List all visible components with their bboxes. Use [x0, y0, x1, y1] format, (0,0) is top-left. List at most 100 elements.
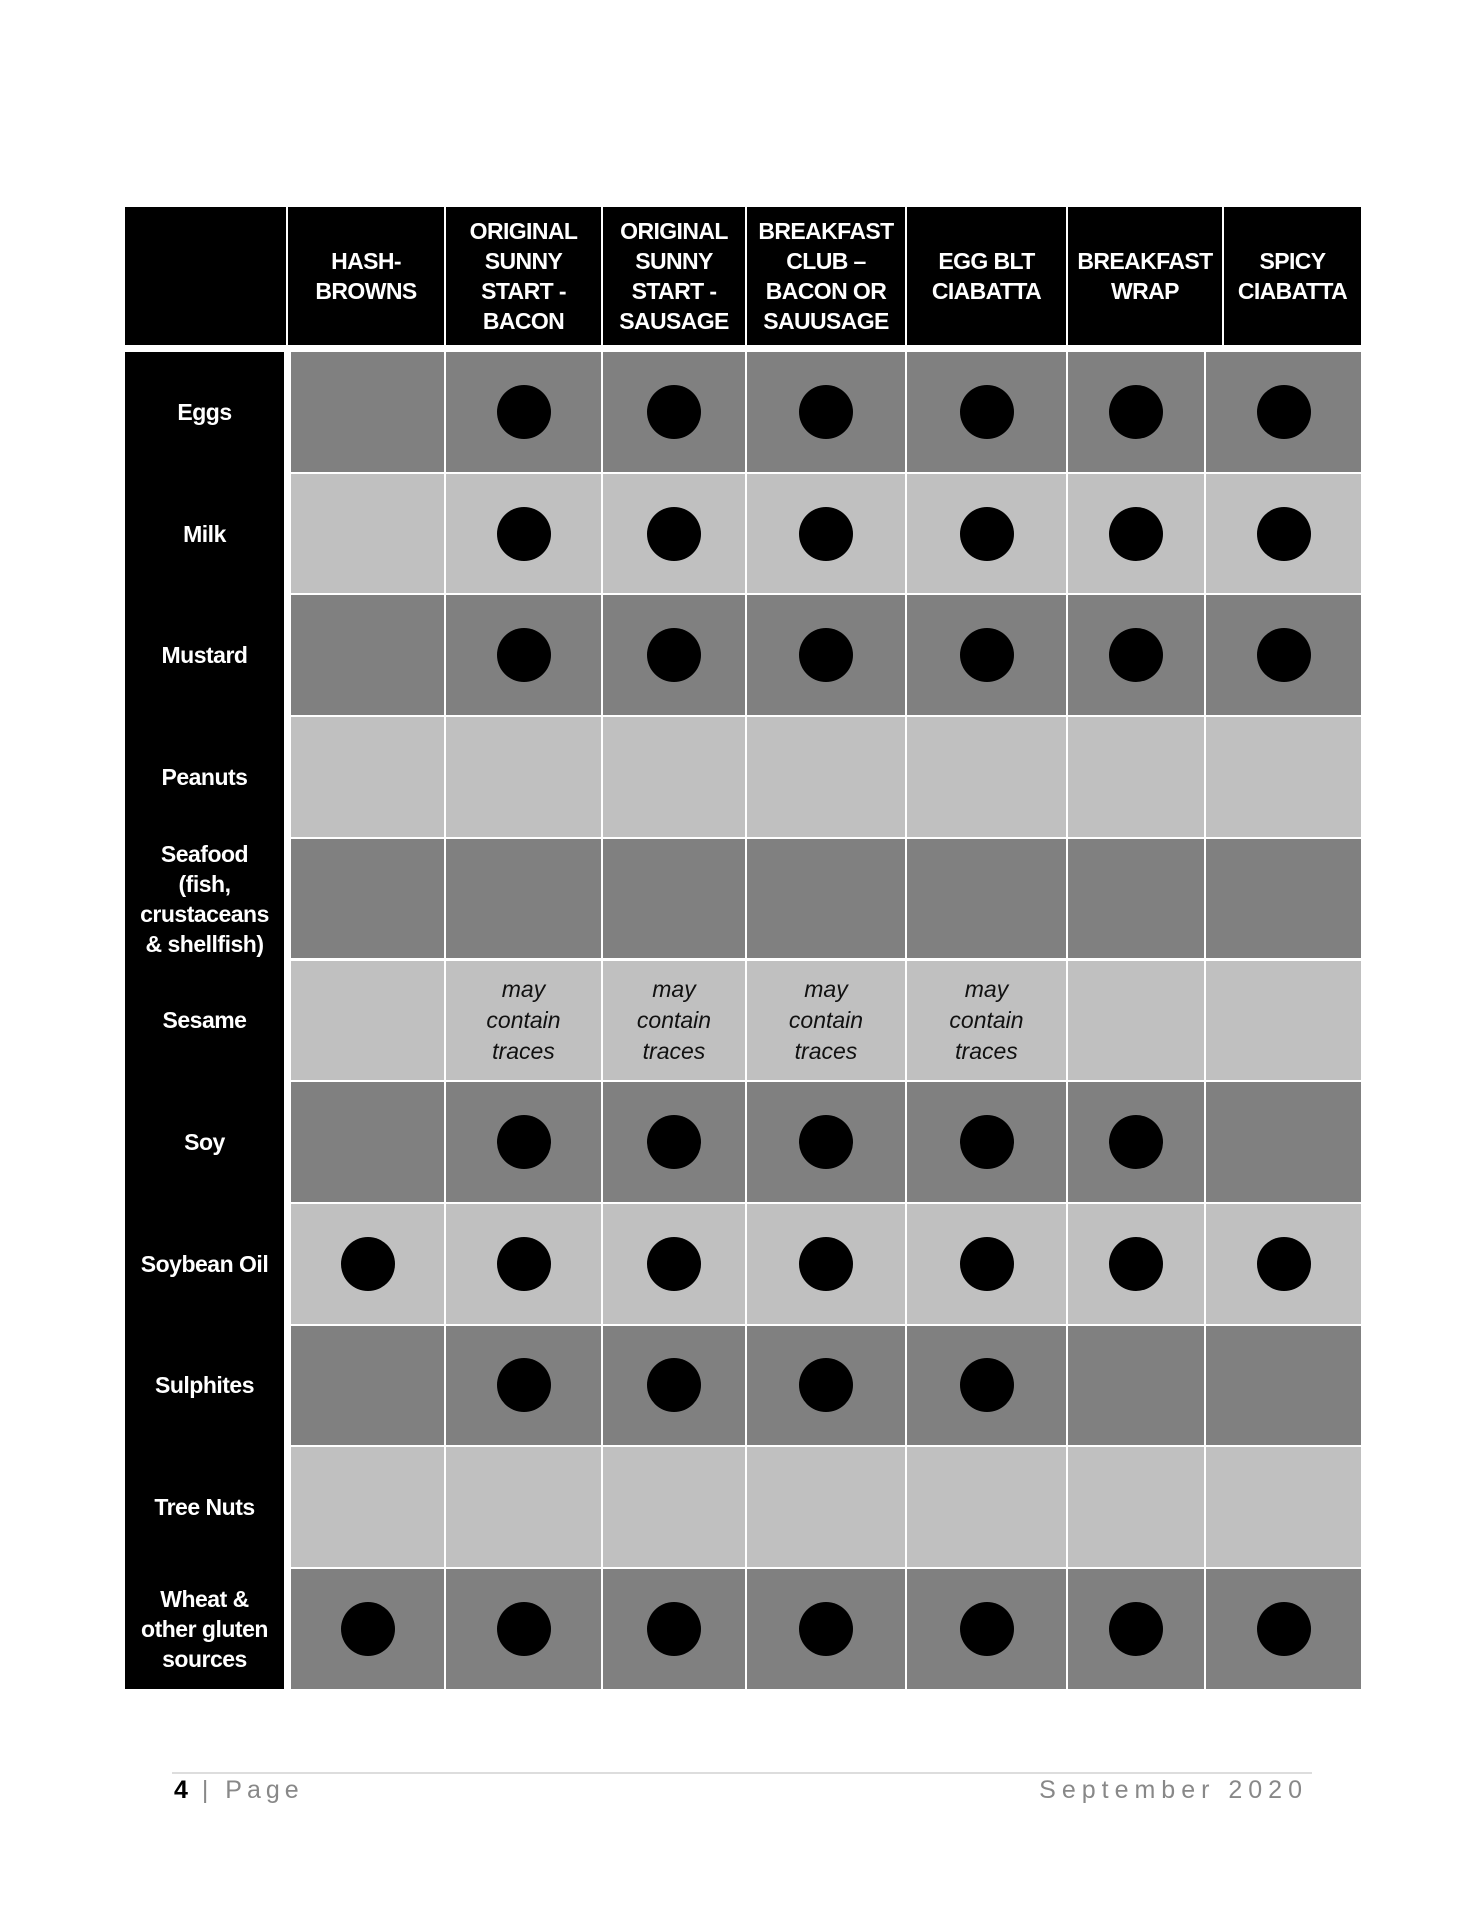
column-header-label: ORIGINAL SUNNY START - SAUSAGE	[619, 218, 729, 334]
allergen-dot-icon	[959, 1601, 1014, 1656]
table-cell	[603, 1569, 745, 1689]
allergen-dot-icon	[340, 1236, 395, 1291]
table-cell	[907, 838, 1066, 959]
table-cell	[1068, 1203, 1204, 1324]
trace-note: may contain traces	[636, 975, 712, 1064]
table-cell	[446, 352, 601, 472]
column-header: SPICY CIABATTA	[1224, 207, 1361, 345]
table-cell	[1206, 1203, 1361, 1324]
table-cell	[747, 838, 905, 959]
allergen-dot-icon	[647, 506, 701, 561]
header-corner	[125, 207, 286, 345]
table-cell: may contain traces	[907, 960, 1066, 1081]
table-cell	[747, 1569, 905, 1689]
row-label: Sesame	[125, 960, 284, 1081]
allergen-dot-icon	[496, 1236, 551, 1291]
table-cell	[907, 352, 1066, 472]
table-cell	[1206, 1082, 1361, 1202]
table-cell	[1068, 1082, 1204, 1202]
table-cell	[446, 1569, 601, 1689]
table-cell	[907, 1203, 1066, 1324]
row-label-text: Milk	[183, 520, 226, 547]
row-label: Seafood (fish, crustaceans & shellfish)	[125, 838, 284, 959]
row-label: Peanuts	[125, 717, 284, 837]
row-label: Wheat & other gluten sources	[125, 1569, 284, 1689]
table-cell	[446, 1447, 601, 1567]
table-cell	[446, 595, 601, 716]
allergen-dot-icon	[799, 1115, 853, 1170]
table-cell	[747, 1082, 905, 1202]
column-header: BREAKFAST CLUB – BACON OR SAUUSAGE	[747, 207, 905, 345]
row-label-text: Wheat & other gluten sources	[141, 1585, 268, 1672]
allergen-dot-icon	[1109, 1236, 1163, 1291]
column-header: BREAKFAST WRAP	[1068, 207, 1222, 345]
allergen-dot-icon	[959, 1236, 1014, 1291]
table-cell	[747, 473, 905, 594]
allergen-dot-icon	[959, 506, 1014, 561]
allergen-dot-icon	[496, 1358, 551, 1413]
allergen-dot-icon	[1256, 1236, 1311, 1291]
table-cell	[747, 1325, 905, 1446]
row-label: Soy	[125, 1082, 284, 1202]
table-cell	[1068, 717, 1204, 837]
allergen-dot-icon	[1256, 506, 1311, 561]
table-cell	[1206, 717, 1361, 837]
column-header: EGG BLT CIABATTA	[907, 207, 1066, 345]
trace-note: may contain traces	[949, 975, 1024, 1064]
row-label-text: Tree Nuts	[154, 1494, 255, 1521]
allergen-dot-icon	[1109, 1601, 1163, 1656]
allergen-dot-icon	[496, 1115, 551, 1170]
table-cell	[1068, 473, 1204, 594]
table-cell	[291, 1082, 444, 1202]
row-label-text: Eggs	[177, 398, 232, 425]
table-cell	[291, 473, 444, 594]
page-number: 4	[174, 1776, 190, 1804]
table-cell	[603, 1203, 745, 1324]
table-cell	[446, 717, 601, 837]
allergen-dot-icon	[1256, 384, 1311, 439]
column-header-label: HASH- BROWNS	[315, 248, 417, 304]
row-label-text: Sesame	[162, 1007, 247, 1034]
table-cell	[907, 1325, 1066, 1446]
table-cell	[603, 1082, 745, 1202]
table-cell	[907, 717, 1066, 837]
table-cell	[1068, 352, 1204, 472]
table-cell	[747, 717, 905, 837]
row-label: Mustard	[125, 595, 284, 716]
table-cell	[1068, 1447, 1204, 1567]
row-label-text: Seafood (fish, crustaceans & shellfish)	[140, 840, 269, 957]
allergen-dot-icon	[496, 506, 551, 561]
table-cell	[603, 717, 745, 837]
table-cell	[291, 960, 444, 1081]
row-label: Soybean Oil	[125, 1203, 284, 1324]
allergen-dot-icon	[1109, 384, 1163, 439]
table-cell: may contain traces	[446, 960, 601, 1081]
table-cell	[747, 1447, 905, 1567]
footer-divider	[172, 1772, 1312, 1774]
table-cell	[1068, 1325, 1204, 1446]
table-cell: may contain traces	[603, 960, 745, 1081]
table-cell	[446, 1325, 601, 1446]
row-label-text: Soy	[184, 1129, 225, 1156]
table-cell	[747, 1203, 905, 1324]
allergen-dot-icon	[647, 384, 701, 439]
allergen-dot-icon	[496, 628, 551, 683]
trace-note: may contain traces	[486, 975, 561, 1064]
allergen-dot-icon	[647, 1236, 701, 1291]
table-cell	[603, 473, 745, 594]
allergen-dot-icon	[959, 384, 1014, 439]
table-cell	[1206, 1569, 1361, 1689]
column-header: ORIGINAL SUNNY START - SAUSAGE	[603, 207, 745, 345]
row-label-text: Mustard	[161, 642, 248, 669]
column-header: HASH- BROWNS	[288, 207, 444, 345]
row-label-text: Sulphites	[154, 1372, 255, 1399]
allergen-dot-icon	[1256, 1601, 1311, 1656]
table-cell	[907, 473, 1066, 594]
table-cell	[291, 717, 444, 837]
allergen-dot-icon	[496, 384, 551, 439]
table-cell	[291, 595, 444, 716]
table-cell	[446, 1082, 601, 1202]
table-cell	[747, 595, 905, 716]
table-cell: may contain traces	[747, 960, 905, 1081]
page-indicator: 4 | Page	[174, 1776, 304, 1805]
